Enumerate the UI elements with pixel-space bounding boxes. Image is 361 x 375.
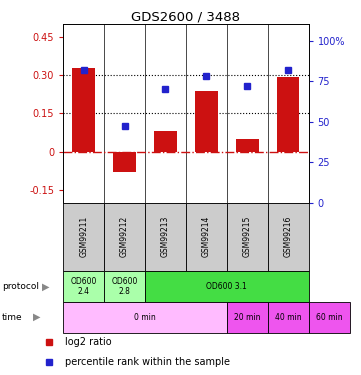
Text: GSM99211: GSM99211 bbox=[79, 216, 88, 257]
Text: 0 min: 0 min bbox=[134, 313, 156, 322]
Text: percentile rank within the sample: percentile rank within the sample bbox=[65, 357, 230, 367]
Text: OD600 3.1: OD600 3.1 bbox=[206, 282, 247, 291]
Bar bbox=[309, 302, 349, 333]
Bar bbox=[227, 202, 268, 271]
Bar bbox=[145, 271, 309, 302]
Text: ▶: ▶ bbox=[33, 312, 41, 322]
Bar bbox=[63, 302, 227, 333]
Bar bbox=[268, 302, 309, 333]
Bar bbox=[186, 202, 227, 271]
Text: GSM99215: GSM99215 bbox=[243, 216, 252, 257]
Bar bbox=[113, 152, 136, 172]
Text: GSM99213: GSM99213 bbox=[161, 216, 170, 257]
Bar bbox=[227, 302, 268, 333]
Text: GSM99214: GSM99214 bbox=[202, 216, 211, 257]
Bar bbox=[63, 271, 104, 302]
Bar bbox=[72, 68, 95, 152]
Bar bbox=[104, 202, 145, 271]
Bar bbox=[236, 139, 258, 152]
Text: 60 min: 60 min bbox=[316, 313, 343, 322]
Text: time: time bbox=[2, 313, 22, 322]
Text: ▶: ▶ bbox=[42, 281, 49, 291]
Text: OD600
2.8: OD600 2.8 bbox=[111, 277, 138, 296]
Bar bbox=[268, 202, 309, 271]
Text: GSM99216: GSM99216 bbox=[284, 216, 293, 257]
Text: 40 min: 40 min bbox=[275, 313, 301, 322]
Text: protocol: protocol bbox=[2, 282, 39, 291]
Bar bbox=[154, 131, 177, 152]
Bar bbox=[195, 90, 218, 152]
Title: GDS2600 / 3488: GDS2600 / 3488 bbox=[131, 10, 240, 23]
Text: GSM99212: GSM99212 bbox=[120, 216, 129, 257]
Bar bbox=[63, 202, 104, 271]
Bar bbox=[104, 271, 145, 302]
Text: 20 min: 20 min bbox=[234, 313, 261, 322]
Text: log2 ratio: log2 ratio bbox=[65, 337, 112, 347]
Bar bbox=[277, 76, 299, 152]
Text: OD600
2.4: OD600 2.4 bbox=[70, 277, 97, 296]
Bar bbox=[145, 202, 186, 271]
